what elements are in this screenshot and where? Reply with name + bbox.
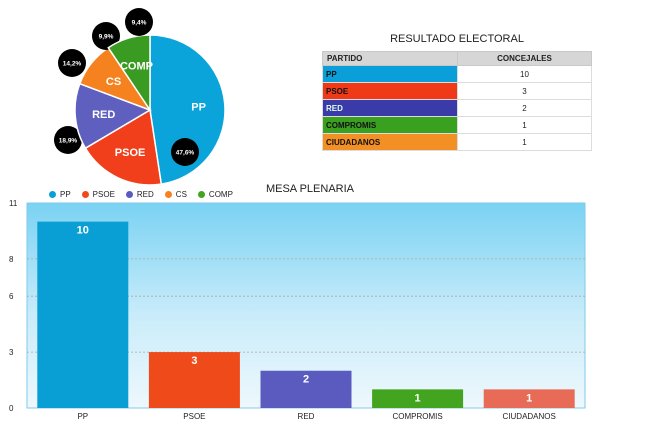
legend-item: PSOE bbox=[81, 190, 115, 199]
party-cell: RED bbox=[322, 99, 458, 117]
party-cell: PSOE bbox=[322, 82, 458, 100]
seats-cell: 2 bbox=[457, 99, 592, 117]
pie-slice-comp bbox=[107, 34, 151, 113]
legend-dot bbox=[125, 191, 133, 198]
legend-label: CS bbox=[175, 190, 187, 199]
table-row: PSOE 3 bbox=[322, 82, 592, 100]
seats-cell: 10 bbox=[457, 65, 592, 83]
pie-slice-psoe bbox=[84, 108, 163, 186]
pie-pct-label: 9,4% bbox=[132, 20, 147, 27]
pie-pct-label: 18,9% bbox=[59, 138, 78, 145]
legend-label: RED bbox=[136, 190, 154, 199]
legend-label: PSOE bbox=[92, 190, 115, 199]
pie-pct-label: 9,9% bbox=[99, 34, 114, 41]
pie-slice-label: CS bbox=[106, 76, 121, 88]
header-partido: PARTIDO bbox=[322, 51, 458, 66]
pct-bubble bbox=[125, 8, 153, 36]
legend-label: PP bbox=[60, 190, 71, 199]
pct-bubble bbox=[92, 22, 120, 50]
pie-pct-label: 14,2% bbox=[63, 61, 82, 68]
party-cell: PP bbox=[322, 65, 458, 83]
bar-chart-legend: PP PSOE RED CS COMP bbox=[49, 190, 233, 199]
legend-item: PP bbox=[49, 190, 71, 199]
party-cell: CIUDADANOS bbox=[322, 133, 458, 151]
pie-slice-label: PSOE bbox=[115, 147, 146, 159]
pct-bubble bbox=[58, 49, 86, 77]
seats-cell: 1 bbox=[457, 116, 592, 134]
pie-slice-label: COMP bbox=[120, 61, 153, 73]
bar-chart-title: MESA PLENARIA bbox=[265, 183, 355, 195]
pie-pct-label: 47,6% bbox=[176, 150, 195, 157]
legend-item: CS bbox=[164, 190, 187, 199]
pie-slice-label: RED bbox=[92, 109, 115, 121]
table-title: RESULTADO ELECTORAL bbox=[390, 33, 524, 45]
results-table: PARTIDO CONCEJALES PP 10 PSOE 3 RED 2 COMPROMI… bbox=[322, 51, 592, 151]
legend-dot bbox=[164, 191, 172, 198]
legend-dot bbox=[81, 191, 89, 198]
table-row: COMPROMIS 1 bbox=[322, 116, 592, 134]
party-cell: COMPROMIS bbox=[322, 116, 458, 134]
legend-dot bbox=[197, 191, 205, 198]
seats-cell: 3 bbox=[457, 82, 592, 100]
table-row: PP 10 bbox=[322, 65, 592, 83]
pct-bubble bbox=[171, 138, 199, 166]
pie-slice-label: PP bbox=[191, 101, 206, 113]
legend-label: COMP bbox=[208, 190, 233, 199]
pct-bubble bbox=[54, 126, 82, 154]
seats-cell: 1 bbox=[457, 133, 592, 151]
header-concejales: CONCEJALES bbox=[457, 51, 592, 66]
table-row: RED 2 bbox=[322, 99, 592, 117]
legend-dot bbox=[49, 191, 56, 198]
table-header-row: PARTIDO CONCEJALES bbox=[322, 51, 592, 66]
pie-slice-pp bbox=[149, 34, 226, 186]
legend-item: COMP bbox=[197, 190, 233, 199]
legend-item: RED bbox=[125, 190, 154, 199]
table-row: CIUDADANOS 1 bbox=[322, 133, 592, 151]
pie-slice-red bbox=[74, 82, 152, 150]
